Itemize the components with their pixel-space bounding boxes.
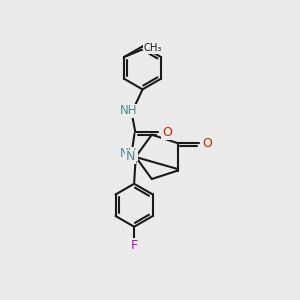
Text: N: N bbox=[126, 150, 135, 164]
Text: O: O bbox=[162, 126, 172, 139]
Text: F: F bbox=[130, 239, 138, 252]
Text: NH: NH bbox=[120, 147, 138, 161]
Text: O: O bbox=[203, 137, 213, 150]
Text: NH: NH bbox=[120, 104, 138, 117]
Text: CH₃: CH₃ bbox=[144, 43, 162, 53]
